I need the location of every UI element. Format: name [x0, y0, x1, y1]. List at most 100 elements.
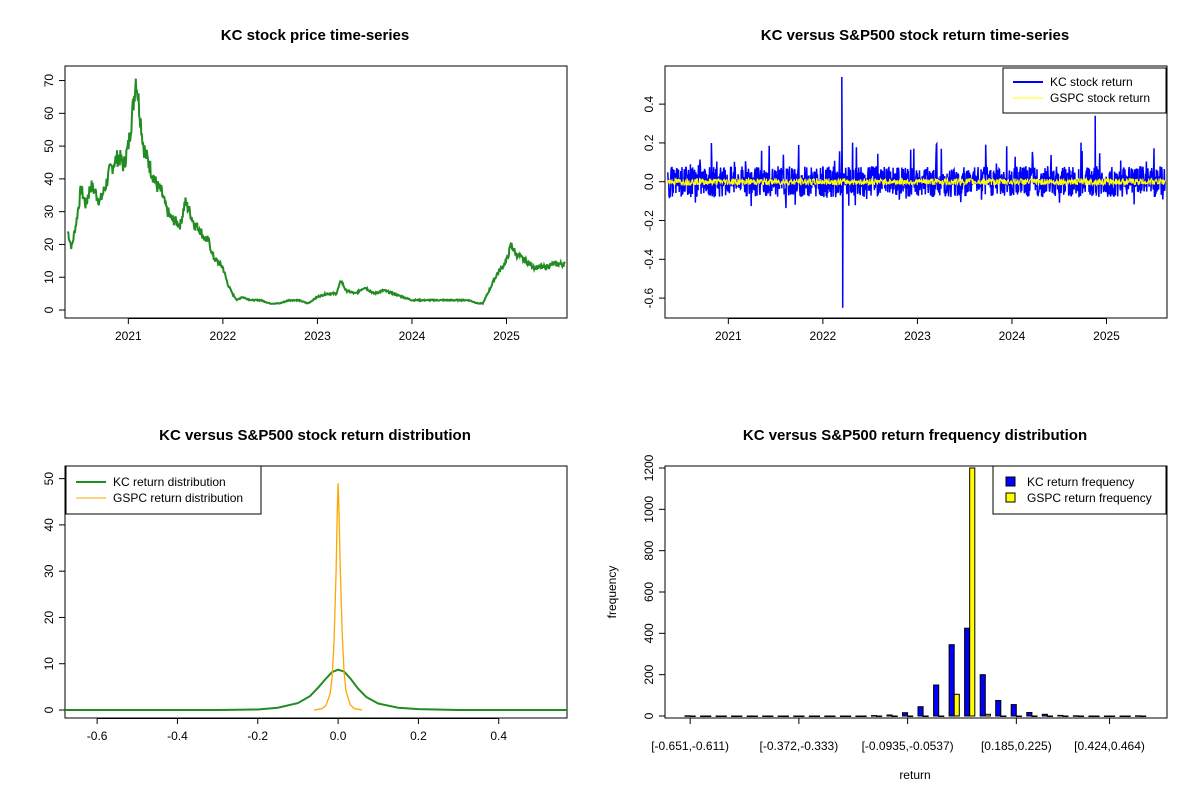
kc-freq-bar — [684, 715, 691, 717]
freq-y-tick-label: 0 — [642, 712, 656, 719]
return-ts-plot-area: 2021 2022 2023 2024 2025 -0.6 -0.4 -0.2 0.0 0.2 0.… — [642, 65, 1168, 343]
freq-y-tick-label: 1200 — [642, 454, 656, 481]
dist-x-tick-label: 0.4 — [490, 729, 507, 743]
panel-price: KC stock price time-series 2021 2022 2023 2… — [42, 27, 568, 343]
kc-freq-bar — [902, 712, 909, 717]
return-ts-chart-title: KC versus S&P500 stock return time-serie… — [761, 27, 1069, 44]
kc-freq-bar — [1103, 715, 1111, 717]
dist-y-tick-label: 40 — [42, 518, 56, 532]
returnts-x-tick-label: 2022 — [810, 329, 837, 343]
kc-freq-bar — [808, 715, 815, 717]
kc-freq-bar — [917, 706, 924, 717]
gspc-freq-bar — [1031, 715, 1038, 717]
legend-label-gspc-density: GSPC return distribution — [113, 491, 243, 505]
kc-freq-bar — [839, 715, 847, 717]
legend-label-kc-freq: KC return frequency — [1027, 475, 1134, 489]
frequency-x-axis-label: return — [899, 768, 930, 782]
dist-y-tick-label: 0 — [42, 706, 56, 713]
gspc-freq-bar — [813, 715, 821, 717]
gspc-freq-bar — [767, 715, 774, 717]
kc-freq-bar — [1041, 713, 1048, 717]
freq-y-tick-label: 600 — [642, 582, 656, 602]
gspc-freq-bar — [922, 715, 929, 717]
gspc-freq-bar — [1078, 715, 1085, 717]
freq-x-tick-label: [-0.372,-0.333) — [760, 739, 839, 753]
freq-y-tick-label: 400 — [642, 623, 656, 643]
gspc-freq-bar — [860, 715, 867, 717]
gspc-freq-bar — [876, 715, 883, 717]
gspc-freq-bar — [907, 715, 914, 717]
gspc-freq-bar — [938, 715, 945, 717]
kc-freq-bar — [870, 715, 878, 717]
kc-price-line — [66, 78, 566, 306]
legend-label-gspc-freq: GSPC return frequency — [1027, 491, 1152, 505]
freq-x-tick-label: [0.185,0.225) — [981, 739, 1052, 753]
gspc-freq-bar — [720, 715, 727, 717]
price-y-tick-label: 50 — [42, 139, 56, 153]
kc-freq-bar — [746, 715, 753, 717]
freq-y-tick-label: 1000 — [642, 496, 656, 523]
gspc-freq-bar — [829, 715, 836, 717]
gspc-freq-bar — [689, 715, 696, 717]
kc-freq-bar — [886, 714, 893, 717]
price-y-tick-label: 20 — [42, 237, 56, 251]
dist-x-tick-label: -0.6 — [87, 729, 108, 743]
price-x-tick-label: 2022 — [210, 329, 237, 343]
kc-freq-bar — [1135, 715, 1142, 717]
price-y-tick-label: 30 — [42, 205, 56, 219]
returnts-y-tick-label: 0.4 — [642, 95, 656, 112]
gspc-freq-bar — [1109, 715, 1116, 717]
freq-x-tick-label: [-0.651,-0.611) — [651, 739, 729, 753]
kc-freq-bar — [762, 715, 769, 717]
frequency-y-axis-label: frequency — [605, 566, 619, 619]
price-x-tick-label: 2024 — [399, 329, 426, 343]
kc-freq-bar — [933, 684, 940, 717]
returnts-x-tick-label: 2025 — [1093, 329, 1120, 343]
price-y-tick-label: 10 — [42, 270, 56, 284]
legend-label-gspc-return: GSPC stock return — [1050, 91, 1150, 105]
price-frame — [64, 65, 568, 319]
distribution-plot-area: -0.6 -0.4 -0.2 0.0 0.2 0.4 0 10 20 30 40 50 — [42, 465, 568, 743]
freq-x-tick-label: [0.424,0.464) — [1074, 739, 1145, 753]
gspc-freq-bar — [1015, 715, 1022, 717]
gspc-freq-bar — [969, 467, 976, 717]
gspc-freq-bar — [782, 715, 789, 717]
price-x-tick-label: 2023 — [304, 329, 331, 343]
returnts-y-tick-label: -0.4 — [642, 249, 656, 270]
frequency-chart-title: KC versus S&P500 return frequency distri… — [743, 427, 1087, 444]
returnts-y-tick-label: -0.6 — [642, 287, 656, 308]
gspc-freq-bar — [1062, 715, 1069, 717]
returnts-y-tick-label: 0.2 — [642, 134, 656, 151]
price-x-tick-label: 2025 — [493, 329, 520, 343]
freq-x-tick-label: [-0.0935,-0.0537) — [862, 739, 954, 753]
kc-freq-bar — [777, 715, 784, 717]
dist-y-tick-label: 10 — [42, 657, 56, 671]
kc-freq-bar — [1119, 715, 1126, 717]
dist-y-tick-label: 30 — [42, 564, 56, 578]
kc-freq-bar — [995, 700, 1002, 717]
panel-distribution: KC versus S&P500 stock return distributi… — [42, 427, 568, 743]
gspc-freq-bar — [845, 715, 852, 717]
gspc-freq-bar — [736, 715, 743, 717]
price-y-tick-label: 60 — [42, 106, 56, 120]
returnts-y-tick-label: 0.0 — [642, 173, 656, 190]
gspc-freq-bar — [798, 715, 805, 717]
dist-y-tick-label: 20 — [42, 610, 56, 624]
dist-x-tick-label: -0.2 — [247, 729, 268, 743]
kc-freq-bar — [964, 627, 971, 717]
distribution-chart-title: KC versus S&P500 stock return distributi… — [159, 427, 471, 444]
kc-freq-bar — [793, 715, 800, 717]
gspc-density-line — [313, 483, 363, 711]
kc-freq-bar — [948, 644, 955, 717]
kc-freq-bar — [1026, 712, 1033, 717]
panel-return-ts: KC versus S&P500 stock return time-serie… — [642, 27, 1168, 343]
kc-freq-bar — [1088, 715, 1095, 717]
dist-y-tick-label: 50 — [42, 472, 56, 486]
gspc-freq-bar — [1140, 715, 1147, 717]
kc-freq-bar — [715, 715, 722, 717]
gspc-freq-bar — [1093, 715, 1100, 717]
gspc-return-line — [667, 176, 1166, 187]
panel-frequency: KC versus S&P500 return frequency distri… — [605, 427, 1168, 782]
price-y-tick-label: 70 — [42, 74, 56, 88]
kc-freq-bar — [824, 715, 831, 717]
